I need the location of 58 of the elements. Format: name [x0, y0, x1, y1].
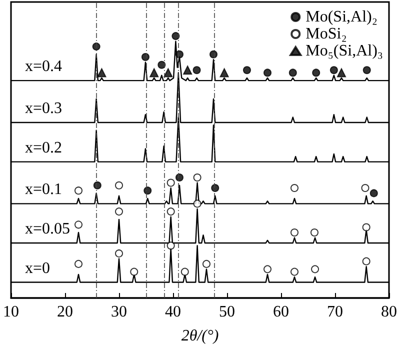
point	[311, 265, 320, 274]
point	[202, 260, 210, 268]
point	[264, 265, 272, 274]
point	[130, 268, 138, 276]
point	[74, 260, 82, 268]
point	[164, 68, 173, 78]
x-tick-label: 50	[219, 304, 235, 320]
series-label: x=0.05	[25, 220, 70, 238]
point	[150, 68, 159, 78]
point	[330, 66, 338, 74]
point	[290, 268, 298, 276]
point	[310, 228, 318, 237]
point	[312, 68, 320, 77]
series-label: x=0.1	[25, 181, 62, 198]
x-tick-label: 60	[273, 304, 289, 320]
point	[144, 186, 152, 195]
x-tick-label: 10	[3, 304, 19, 320]
point	[242, 66, 251, 74]
point	[97, 68, 106, 78]
x-tick-label: 20	[57, 304, 73, 320]
x-tick-label: 80	[381, 304, 397, 320]
point	[264, 68, 272, 77]
point	[183, 66, 192, 75]
point	[74, 220, 82, 229]
point	[362, 66, 371, 74]
x-axis-title: 2θ/(°)	[181, 328, 219, 344]
point	[115, 249, 123, 258]
x-tick-label: 40	[165, 304, 181, 320]
point	[172, 32, 180, 40]
x-tick-label: 30	[111, 304, 127, 320]
series-label: x=0.3	[25, 100, 62, 117]
point	[166, 242, 175, 250]
point	[370, 189, 378, 198]
point	[166, 178, 175, 187]
series-label: x=0	[25, 260, 50, 277]
point	[288, 68, 297, 77]
point	[193, 200, 202, 208]
legend-label: MoSi₂	[306, 26, 347, 42]
series-label: x=0.4	[25, 58, 62, 76]
point	[193, 174, 202, 182]
point	[362, 223, 370, 232]
point	[166, 208, 175, 216]
point	[361, 184, 370, 192]
legend-label: Mo(Si,Al)₂	[306, 8, 378, 26]
legend-label: Mo₅(Si,Al)₃	[306, 42, 384, 60]
point	[362, 257, 370, 266]
point	[220, 68, 229, 78]
point	[180, 268, 189, 276]
point	[115, 181, 123, 190]
point	[290, 228, 298, 237]
point	[336, 68, 346, 78]
point	[290, 184, 298, 192]
x-tick-label: 70	[327, 304, 343, 320]
point	[115, 208, 123, 216]
series-label: x=0.2	[25, 139, 62, 156]
point	[192, 66, 201, 74]
point	[158, 60, 166, 69]
point	[74, 186, 82, 195]
